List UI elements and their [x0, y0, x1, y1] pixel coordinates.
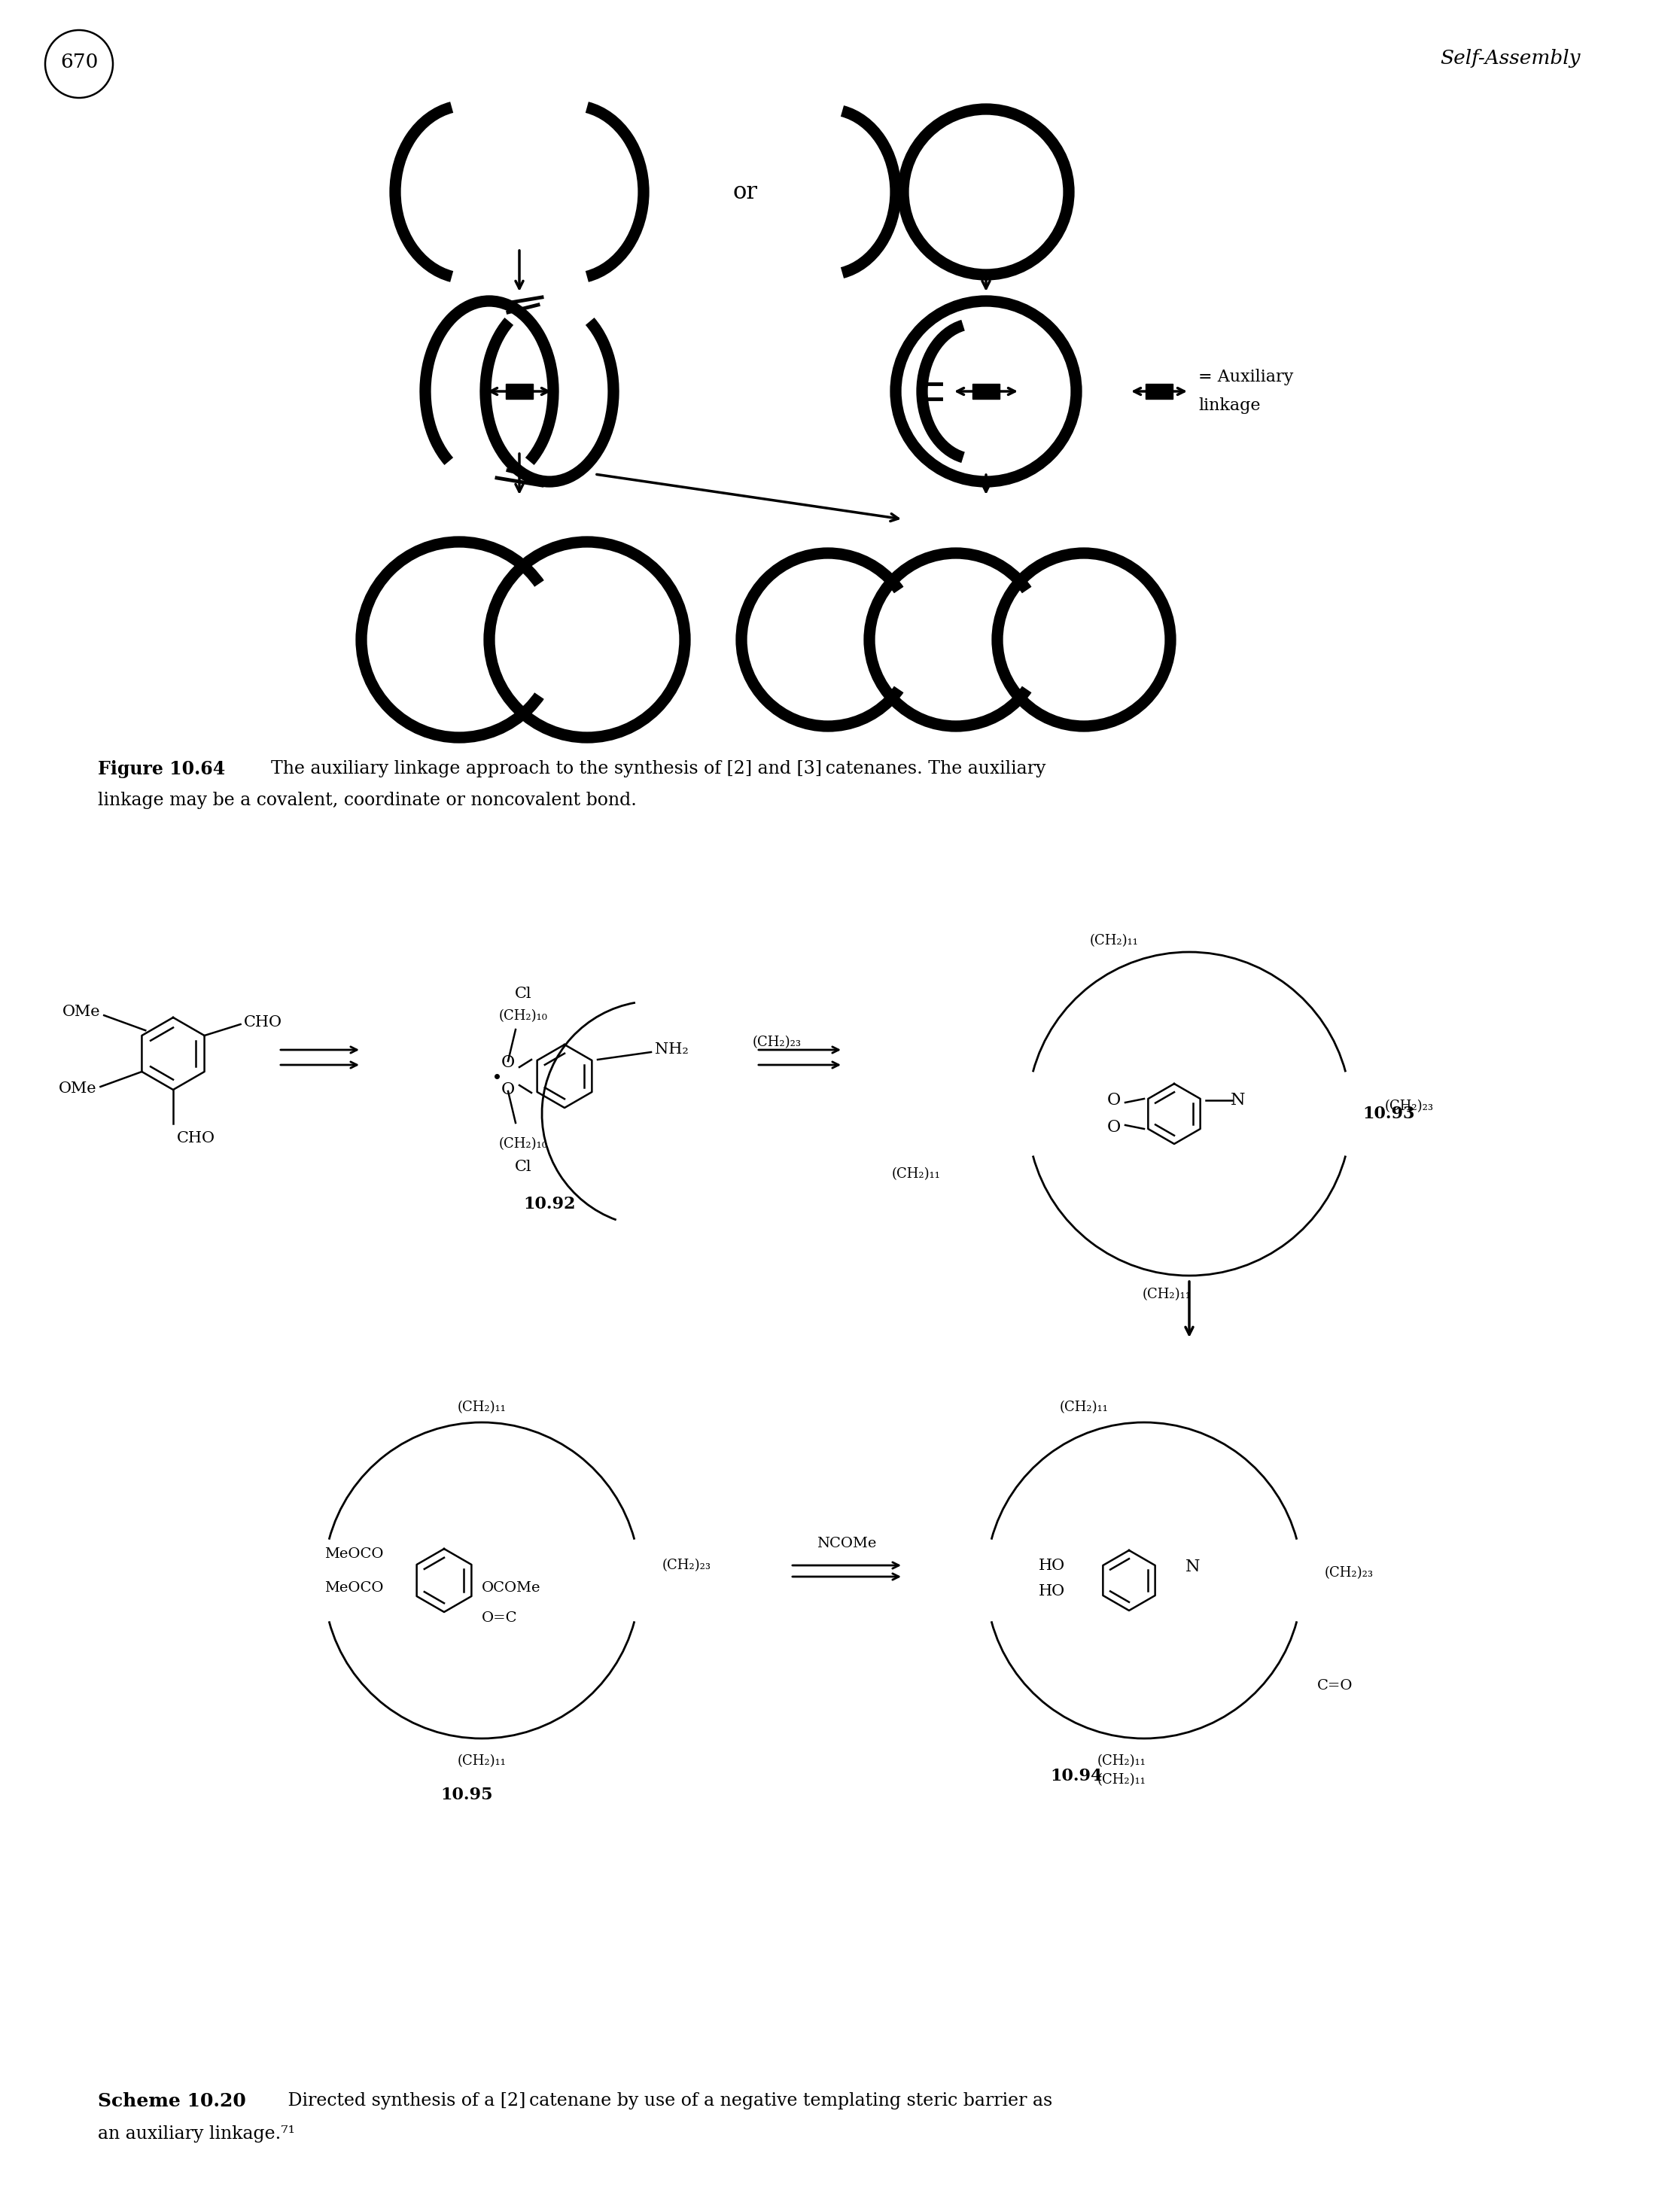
Text: 670: 670 [60, 52, 97, 72]
Text: O: O [501, 1080, 516, 1098]
Text: N: N [1186, 1559, 1200, 1575]
Text: (CH₂)₁₁: (CH₂)₁₁ [1060, 1400, 1109, 1415]
Text: 10.94: 10.94 [1050, 1767, 1102, 1785]
Text: OMe: OMe [59, 1080, 97, 1096]
Bar [973, 383, 1000, 398]
Text: OMe: OMe [62, 1004, 101, 1019]
Text: (CH₂)₁₁: (CH₂)₁₁ [1090, 934, 1139, 947]
Text: C=O: C=O [1317, 1680, 1352, 1693]
Text: (CH₂)₁₁: (CH₂)₁₁ [457, 1400, 506, 1415]
Text: an auxiliary linkage.⁷¹: an auxiliary linkage.⁷¹ [97, 2126, 296, 2143]
Text: Figure 10.64: Figure 10.64 [97, 761, 225, 779]
Text: (CH₂)₁₁: (CH₂)₁₁ [1142, 1288, 1191, 1301]
Text: (CH₂)₁₁: (CH₂)₁₁ [457, 1754, 506, 1767]
Text: (CH₂)₂₃: (CH₂)₂₃ [1326, 1566, 1374, 1579]
Text: Directed synthesis of a [2] catenane by use of a negative templating steric barr: Directed synthesis of a [2] catenane by … [270, 2093, 1052, 2110]
Text: (CH₂)₂₃: (CH₂)₂₃ [1384, 1100, 1433, 1113]
Text: HO: HO [1038, 1586, 1065, 1599]
Text: (CH₂)₂₃: (CH₂)₂₃ [753, 1037, 801, 1050]
Text: OCOMe: OCOMe [482, 1581, 541, 1594]
Text: 10.93: 10.93 [1362, 1107, 1415, 1122]
Text: 10.95: 10.95 [440, 1787, 492, 1804]
Bar [1146, 383, 1173, 398]
Text: MeOCO: MeOCO [324, 1581, 383, 1594]
Text: NH₂: NH₂ [655, 1043, 689, 1056]
Text: O: O [501, 1054, 516, 1072]
Text: = Auxiliary: = Auxiliary [1198, 370, 1294, 385]
Bar [506, 383, 533, 398]
Text: N: N [1231, 1091, 1245, 1109]
Text: (CH₂)₁₁: (CH₂)₁₁ [1097, 1754, 1146, 1767]
Text: CHO: CHO [244, 1015, 282, 1030]
Text: (CH₂)₁₁: (CH₂)₁₁ [892, 1168, 941, 1181]
Text: HO: HO [1038, 1557, 1065, 1572]
Text: Cl: Cl [514, 986, 531, 1002]
Text: The auxiliary linkage approach to the synthesis of [2] and [3] catenanes. The au: The auxiliary linkage approach to the sy… [249, 761, 1047, 776]
Text: linkage may be a covalent, coordinate or noncovalent bond.: linkage may be a covalent, coordinate or… [97, 792, 637, 809]
Text: NCOMe: NCOMe [816, 1537, 877, 1551]
Text: Cl: Cl [514, 1159, 531, 1174]
Text: 10.92: 10.92 [522, 1196, 576, 1212]
Text: O: O [1107, 1091, 1121, 1109]
Text: (CH₂)₁₀: (CH₂)₁₀ [499, 1137, 548, 1150]
Text: O=C: O=C [482, 1612, 517, 1625]
Text: (CH₂)₁₀: (CH₂)₁₀ [499, 1008, 548, 1024]
Text: (CH₂)₁₁: (CH₂)₁₁ [1097, 1774, 1146, 1787]
Text: Self-Assembly: Self-Assembly [1440, 50, 1581, 68]
Text: (CH₂)₂₃: (CH₂)₂₃ [662, 1559, 711, 1572]
Text: CHO: CHO [176, 1131, 215, 1146]
Text: Scheme 10.20: Scheme 10.20 [97, 2093, 245, 2110]
Text: O: O [1107, 1120, 1121, 1135]
Text: linkage: linkage [1198, 398, 1260, 413]
Text: or: or [732, 179, 758, 203]
Text: MeOCO: MeOCO [324, 1548, 383, 1562]
